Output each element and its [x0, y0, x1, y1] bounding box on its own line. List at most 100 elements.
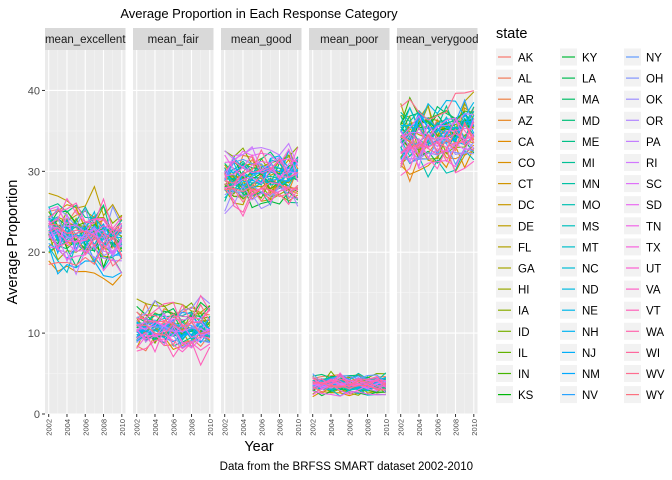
- legend-label: WA: [646, 327, 664, 339]
- legend-label: ID: [518, 327, 530, 339]
- legend-label: NJ: [582, 348, 596, 360]
- legend-item-AZ: AZ: [496, 111, 533, 129]
- x-tick-label: 2006: [169, 419, 178, 436]
- legend-label: MT: [582, 242, 599, 254]
- series-line-NJ: [48, 245, 123, 278]
- x-tick-label: 2008: [364, 419, 373, 436]
- series-line-WV: [400, 90, 474, 121]
- series-line-CA: [48, 260, 123, 286]
- legend-label: WV: [646, 369, 665, 381]
- facet-mean_good: mean_good 2002 2004 2006 2008 2010: [221, 28, 303, 436]
- y-axis-label: Average Proportion: [5, 180, 21, 305]
- facet-strip-label: mean_fair: [148, 34, 199, 46]
- legend-label: CT: [518, 179, 533, 191]
- x-tick-label: 2010: [206, 419, 215, 436]
- facet-strip-label: mean_good: [231, 34, 292, 46]
- legend-item-AL: AL: [496, 69, 533, 87]
- series-line-WV: [312, 380, 386, 389]
- series-lines: [136, 294, 211, 367]
- series-line-VA: [136, 327, 211, 354]
- legend-item-UT: UT: [624, 259, 661, 277]
- legend-label: IA: [518, 306, 529, 318]
- series-line-VT: [48, 197, 122, 233]
- legend-label: AL: [518, 74, 533, 86]
- x-tick-label: 2008: [100, 419, 109, 436]
- series-line-WY: [312, 384, 386, 394]
- facet-mean_poor: mean_poor 2002 2004 2006 2008 2010: [309, 28, 391, 436]
- legend-item-AK: AK: [496, 48, 534, 66]
- y-tick-label: 40: [28, 85, 40, 97]
- legend-item-SD: SD: [624, 196, 662, 214]
- legend-label: HI: [518, 285, 530, 297]
- legend-item-NH: NH: [560, 322, 599, 340]
- legend-item-KS: KS: [496, 386, 534, 404]
- chart-title: Average Proportion in Each Response Cate…: [120, 6, 398, 21]
- legend-label: CO: [518, 158, 535, 170]
- legend-label: OK: [646, 95, 663, 107]
- x-tick-label: 2004: [415, 419, 424, 436]
- series-line-SC: [224, 169, 299, 189]
- legend-label: MS: [582, 221, 600, 233]
- x-tick-label: 2010: [382, 419, 391, 436]
- legend-item-GA: GA: [496, 259, 535, 277]
- legend-item-WI: WI: [624, 343, 660, 361]
- y-tick-label: 0: [34, 409, 40, 421]
- series-line-WV: [224, 182, 299, 203]
- facet-mean_fair: mean_fair 2002 2004 2006 2008 2010: [133, 28, 215, 436]
- legend-item-MT: MT: [560, 238, 599, 256]
- legend-item-MA: MA: [560, 90, 600, 108]
- x-tick-label: 2008: [452, 419, 461, 436]
- legend-label: OR: [646, 116, 663, 128]
- legend-item-MO: MO: [560, 196, 601, 214]
- legend-item-IN: IN: [496, 365, 530, 382]
- x-tick-label: 2006: [257, 419, 266, 436]
- legend-item-OH: OH: [624, 69, 663, 87]
- legend-item-KY: KY: [560, 48, 598, 66]
- legend-item-ID: ID: [496, 322, 530, 340]
- legend-label: NH: [582, 327, 599, 339]
- x-tick-label: 2002: [309, 419, 318, 436]
- y-tick-label: 10: [28, 328, 40, 340]
- series-line-TX: [400, 141, 474, 170]
- legend: state AK AL AR AZ CA CO CT DC DE FL GA HI IA ID IL IN KS…: [496, 26, 665, 404]
- series-line-WA: [48, 227, 123, 258]
- legend-label: ND: [582, 285, 599, 297]
- series-line-NE: [400, 99, 475, 127]
- series-line-VA: [400, 141, 475, 176]
- x-tick-label: 2006: [433, 419, 442, 436]
- series-line-WI: [400, 128, 475, 165]
- series-line-WI: [312, 375, 387, 386]
- legend-label: TX: [646, 242, 661, 254]
- series-line-MD: [312, 373, 386, 382]
- x-tick-label: 2010: [118, 419, 127, 436]
- legend-item-WV: WV: [624, 365, 665, 382]
- legend-label: ME: [582, 137, 600, 149]
- x-tick-label: 2002: [221, 419, 230, 436]
- series-line-TX: [136, 309, 211, 333]
- legend-label: NC: [582, 264, 599, 276]
- legend-label: KS: [518, 390, 534, 402]
- legend-item-NC: NC: [560, 259, 599, 277]
- legend-item-CO: CO: [496, 154, 535, 171]
- series-line-TN: [136, 325, 211, 349]
- legend-label: UT: [646, 264, 661, 276]
- legend-label: DE: [518, 221, 534, 233]
- series-line-WV: [48, 223, 123, 256]
- legend-label: MD: [582, 116, 600, 128]
- x-tick-label: 2002: [45, 419, 54, 436]
- legend-label: AZ: [518, 116, 533, 128]
- y-tick-label: 20: [28, 247, 40, 259]
- legend-item-CT: CT: [496, 175, 533, 193]
- legend-label: CA: [518, 137, 534, 149]
- x-tick-label: 2004: [63, 419, 72, 436]
- series-line-NH: [400, 120, 475, 160]
- x-tick-label: 2002: [133, 419, 142, 436]
- series-lines: [312, 370, 387, 398]
- series-line-NV: [400, 98, 475, 152]
- legend-label: OH: [646, 74, 663, 86]
- legend-item-HI: HI: [496, 280, 530, 298]
- legend-item-MI: MI: [560, 154, 595, 171]
- series-lines: [224, 142, 299, 218]
- series-line-WI: [224, 148, 299, 184]
